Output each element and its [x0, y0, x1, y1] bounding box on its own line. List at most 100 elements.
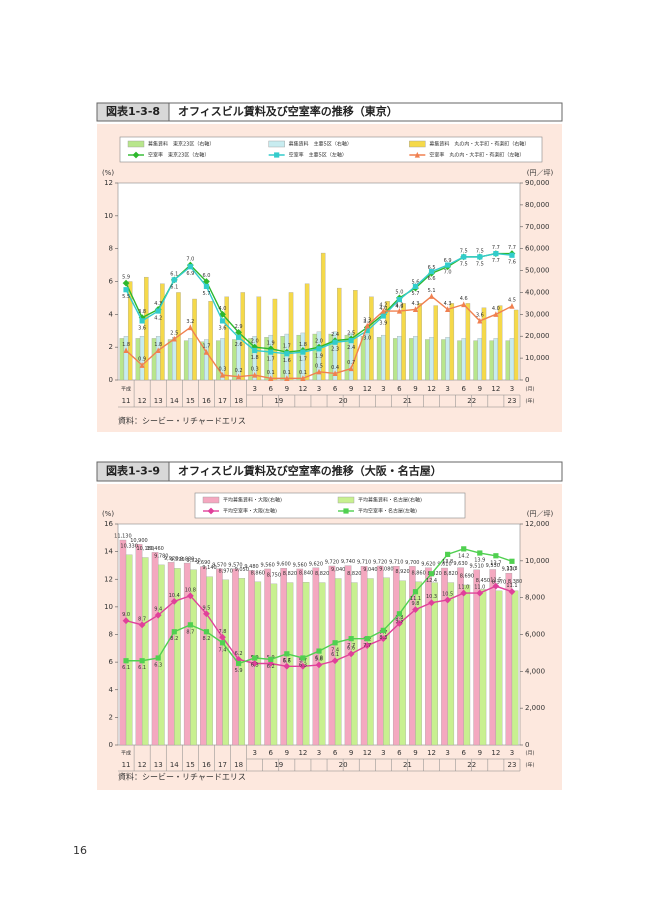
legend-swatch [127, 140, 145, 148]
bar [224, 296, 229, 381]
point [380, 307, 386, 314]
bar [367, 578, 374, 746]
bar [376, 565, 384, 746]
data-label: 8,820 [428, 571, 442, 577]
bar [320, 252, 326, 381]
x-tick-label: 17 [218, 397, 227, 405]
legend-label: 募集賃料 主要5区（右軸） [289, 141, 352, 148]
point [236, 334, 242, 340]
point [268, 375, 274, 381]
bar [288, 292, 294, 381]
data-label: 8.8 [395, 615, 403, 621]
point [445, 306, 451, 313]
x-tick-label: 11 [122, 397, 131, 405]
point [380, 627, 386, 633]
data-label: 7.7 [492, 245, 500, 251]
data-label: 4.9 [395, 304, 403, 310]
x-tick-label: 9 [349, 385, 353, 393]
data-label: 9.4 [154, 607, 162, 613]
bar [256, 296, 262, 381]
bar [425, 339, 430, 381]
x-tick-label: 12 [363, 749, 372, 757]
source: 資料：シービー・リチャードエリス [118, 416, 246, 426]
data-label: 10,330 [120, 543, 138, 549]
data-label: 9,720 [325, 559, 339, 565]
data-label: 9.5 [202, 605, 210, 611]
point [412, 306, 419, 313]
data-label: 8.7 [138, 616, 146, 622]
point [348, 338, 354, 344]
data-label: 7.7 [347, 643, 355, 649]
year-label: 22 [467, 397, 476, 405]
x-tick-label: 14 [170, 761, 179, 769]
year-label: 19 [274, 761, 283, 769]
data-label: 7.5 [476, 248, 484, 254]
point [207, 507, 215, 515]
bar [457, 340, 462, 381]
point [187, 264, 193, 270]
data-label: 6.6 [347, 645, 355, 651]
figure-title: オフィスビル賃料及び空室率の推移（東京） [178, 104, 398, 118]
x-tick-label: 17 [218, 761, 227, 769]
point [343, 508, 349, 514]
bar [493, 338, 499, 381]
y2-tick-label: 40,000 [525, 288, 550, 296]
bar [441, 339, 446, 381]
legend-label: 空室率 丸の内・大手町・有楽町（左軸） [429, 152, 524, 159]
data-label: 1.7 [202, 344, 210, 350]
point [252, 347, 258, 354]
data-label: 10.5 [442, 591, 453, 597]
y2-tick-label: 6,000 [525, 631, 545, 639]
bar [192, 298, 197, 381]
bar [167, 562, 175, 746]
data-label: 9,570 [228, 562, 242, 568]
data-label: 6.1 [331, 652, 339, 658]
x-tick-label: 9 [285, 385, 289, 393]
data-label: 8,860 [411, 570, 425, 576]
x-tick-label: 9 [349, 749, 353, 757]
point [138, 621, 146, 629]
label-box [96, 461, 170, 482]
point [332, 640, 338, 646]
point [493, 250, 499, 257]
point [380, 313, 386, 319]
data-label: 9,530 [486, 563, 500, 569]
y2-tick-label: 30,000 [525, 310, 550, 318]
point [396, 620, 403, 627]
data-label: 9,560 [293, 562, 307, 568]
x-tick-label: 3 [445, 749, 449, 757]
data-label: 8,820 [444, 571, 458, 577]
data-label: 12.4 [426, 578, 437, 584]
data-label: 5.7 [202, 291, 210, 297]
data-label: 10.4 [169, 593, 180, 599]
bar [144, 276, 149, 381]
x-tick-label: 3 [317, 749, 321, 757]
point [348, 365, 354, 372]
data-label: 0.3 [251, 367, 259, 373]
bar [399, 580, 406, 746]
y2-tick-label: 10,000 [525, 557, 550, 565]
point [477, 254, 483, 260]
point [300, 375, 306, 381]
bar [445, 337, 450, 381]
x-tick-label: 16 [202, 397, 211, 405]
data-label: 8,380 [508, 579, 522, 585]
data-label: 0.2 [235, 368, 243, 374]
y-tick-label: 10 [104, 212, 113, 220]
point [203, 283, 210, 290]
data-label: 8,820 [283, 571, 297, 577]
x-tick-label: 3 [445, 385, 449, 393]
point [492, 582, 500, 590]
year-label: 21 [403, 397, 412, 405]
point [187, 324, 193, 331]
data-label: 7.7 [363, 643, 371, 649]
data-label: 5.7 [412, 291, 420, 297]
data-label: 11.1 [410, 596, 421, 602]
data-label: 9,560 [260, 562, 274, 568]
data-label: 8,920 [395, 569, 409, 575]
legend-label: 平均募集賃料・名古屋(右軸) [358, 497, 422, 504]
data-label: 8.2 [202, 636, 210, 642]
x-tick-label: 12 [298, 749, 307, 757]
point [460, 589, 468, 597]
